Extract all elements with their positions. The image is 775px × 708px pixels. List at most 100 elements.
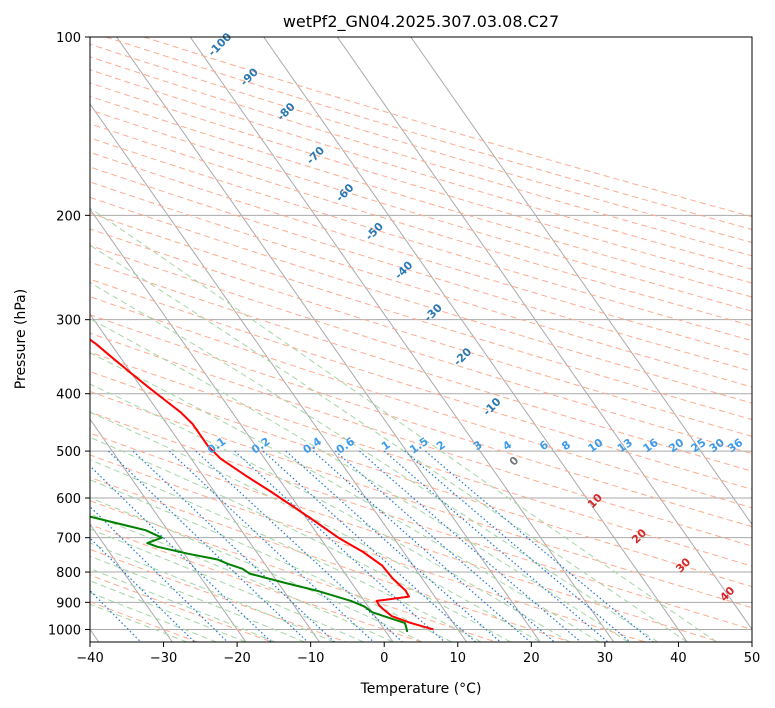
dry-adiabat-label: -50 [363, 220, 386, 243]
dry-adiabat-line [90, 69, 752, 270]
isotherm-line [90, 208, 394, 642]
x-tick-label: 50 [744, 651, 761, 666]
dry-adiabat-line [90, 574, 273, 642]
y-axis: 1000 900 800 700 600 500 400 300 200 100 [48, 31, 90, 638]
dry-adiabat-line [90, 109, 752, 312]
dry-adiabat-line [90, 151, 752, 357]
dry-adiabat-line [90, 196, 752, 404]
dry-adiabat-line [90, 82, 752, 284]
moist-adiabat-line [90, 542, 335, 642]
mixing-ratio-line [168, 450, 375, 642]
mixing-ratio-line [359, 450, 582, 642]
isotherm-line [90, 418, 247, 642]
moist-adiabat-line [90, 580, 247, 642]
moist-adiabat-line [90, 436, 511, 642]
moist-adiabat-line [90, 591, 217, 642]
background-lines [90, 37, 752, 642]
y-axis-label: Pressure (hPa) [13, 289, 29, 389]
dry-adiabat-label: -80 [275, 100, 298, 123]
dry-adiabat-line [90, 332, 752, 547]
moist-adiabat-line [90, 497, 423, 642]
dry-adiabat-label: -40 [392, 258, 415, 281]
dry-adiabat-line [90, 500, 496, 642]
dry-adiabat-line [90, 181, 752, 388]
dry-adiabat-line [90, 43, 752, 244]
x-axis: −40 −30 −20 −10 0 10 20 30 40 50 [76, 642, 760, 666]
line-labels: -100-90-80-70-60-50-40-30-20-10010203040… [205, 30, 746, 604]
mixing-ratio-line [132, 450, 335, 642]
dry-adiabat-line [90, 137, 752, 342]
dry-adiabat-line [105, 37, 752, 231]
mixing-ratio-label: 30 [707, 436, 727, 456]
moist-adiabat-line [90, 568, 276, 642]
moist-adiabat-line [90, 352, 600, 642]
dry-adiabat-line [90, 454, 646, 642]
mixing-ratio-label: 20 [666, 436, 686, 456]
sounding-series [90, 338, 434, 633]
y-tick-label: 100 [56, 31, 81, 46]
moist-adiabat-label: 10 [585, 491, 605, 511]
moist-adiabat-line [90, 244, 688, 642]
dry-adiabat-label: -10 [480, 395, 503, 418]
mixing-ratio-label: 13 [615, 436, 635, 455]
dry-adiabat-line [90, 123, 752, 327]
dry-adiabat-label: -20 [451, 345, 474, 368]
mixing-ratio-label: 10 [586, 436, 606, 456]
moist-adiabat-line [90, 207, 717, 642]
y-tick-label: 300 [56, 314, 81, 329]
isotherm-line [189, 37, 615, 642]
y-tick-label: 900 [56, 596, 81, 611]
plot-frame [89, 36, 753, 643]
mixing-ratio-line [195, 450, 403, 642]
dry-adiabat-line [90, 411, 752, 630]
moist-adiabat-line [90, 318, 629, 642]
moist-adiabat-label: 40 [717, 584, 737, 604]
mixing-ratio-label: 36 [725, 436, 745, 456]
dry-adiabat-label: -30 [422, 301, 445, 324]
dry-adiabat-line [90, 244, 752, 455]
mixing-ratio-label: 16 [641, 436, 661, 456]
moist-adiabat-line [90, 411, 541, 642]
x-tick-label: 20 [523, 651, 540, 666]
dry-adiabat-line [90, 278, 752, 490]
mixing-ratio-line [334, 450, 555, 642]
x-tick-label: 30 [597, 651, 614, 666]
dry-adiabat-line [90, 351, 752, 567]
dry-adiabat-line [90, 390, 752, 609]
y-tick-label: 200 [56, 209, 81, 224]
x-tick-label: 10 [450, 651, 467, 666]
dry-adiabat-label: -60 [333, 181, 356, 204]
mixing-ratio-label: 1.5 [407, 435, 430, 457]
dry-adiabat-line [143, 37, 752, 218]
dry-adiabat-label: 0 [507, 454, 522, 469]
dry-adiabat-line [90, 524, 422, 642]
dry-adiabat-line [90, 314, 752, 528]
dry-adiabat-line [90, 166, 752, 372]
x-tick-label: 0 [380, 651, 388, 666]
moist-adiabat-line [90, 282, 659, 642]
y-tick-label: 700 [56, 532, 81, 547]
x-axis-label: Temperature (°C) [360, 681, 482, 697]
moist-adiabat-line [90, 513, 394, 642]
dry-adiabat-line [90, 476, 571, 642]
mixing-ratio-line [234, 450, 446, 642]
isotherm-line [90, 523, 173, 642]
isotherm-line [336, 37, 752, 631]
mixing-ratio-label: 0.4 [301, 435, 325, 457]
sounding-line [90, 338, 434, 631]
x-tick-label: −40 [76, 651, 103, 666]
y-tick-label: 800 [56, 566, 81, 581]
dry-adiabat-line [90, 261, 752, 472]
moist-adiabat-line [90, 383, 570, 642]
moist-adiabat-line [90, 459, 482, 642]
dry-adiabat-line [90, 228, 752, 437]
mixing-ratio-line [404, 450, 631, 642]
sounding-line [90, 515, 409, 633]
x-tick-label: −20 [223, 651, 250, 666]
mixing-ratio-label: 0.1 [205, 435, 228, 457]
x-tick-label: −30 [150, 651, 177, 666]
mixing-ratio-line [425, 450, 654, 642]
x-tick-label: −10 [297, 651, 324, 666]
dry-adiabat-label: -100 [206, 30, 235, 59]
